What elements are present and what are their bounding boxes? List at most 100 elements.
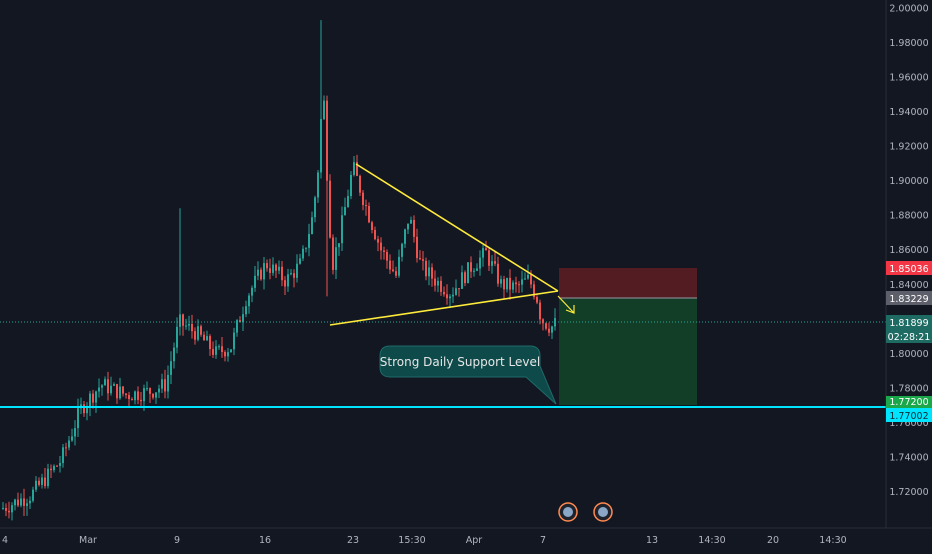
- candle-body: [467, 262, 469, 284]
- candle-body: [56, 465, 58, 467]
- candle-body: [518, 284, 520, 286]
- triangle-upper-trendline[interactable]: [355, 163, 559, 292]
- candle-body: [344, 207, 346, 216]
- candle-body: [551, 326, 553, 333]
- candle-body: [392, 269, 394, 272]
- candle-body: [11, 505, 13, 513]
- take-profit-zone[interactable]: [559, 298, 697, 405]
- candle-body: [323, 100, 325, 120]
- price-tick-label: 1.90000: [889, 176, 928, 187]
- globe-icon: [563, 507, 573, 517]
- candle-body: [296, 263, 298, 278]
- candle-body: [521, 279, 523, 285]
- position-tool[interactable]: [559, 268, 697, 405]
- candle-body: [302, 248, 304, 259]
- candle-body: [359, 175, 361, 193]
- time-tick-label: 16: [259, 535, 271, 546]
- candle-body: [137, 391, 139, 400]
- time-tick-label: 20: [767, 535, 779, 546]
- triangle-lower-trendline[interactable]: [329, 290, 559, 326]
- support-callout[interactable]: Strong Daily Support Level: [379, 345, 557, 405]
- candle-body: [428, 267, 430, 277]
- candle-body: [281, 266, 283, 281]
- candle-body: [371, 222, 373, 230]
- candle-body: [143, 388, 145, 402]
- time-tick-label: 9: [174, 535, 180, 546]
- candle-body: [452, 294, 454, 297]
- candle-body: [305, 247, 307, 249]
- candle-body: [470, 262, 472, 272]
- candle-body: [122, 386, 124, 394]
- candle-body: [284, 280, 286, 287]
- candle-body: [164, 379, 166, 392]
- price-tick-label: 1.78000: [889, 383, 928, 394]
- candle-body: [77, 408, 79, 429]
- earnings-event-icon[interactable]: [558, 502, 578, 522]
- candle-body: [407, 223, 409, 230]
- candle-body: [29, 500, 31, 504]
- bar-countdown-label: 02:28:21: [888, 332, 931, 343]
- candle-body: [455, 288, 457, 295]
- symmetrical-triangle[interactable]: [329, 163, 575, 326]
- candle-body: [23, 498, 25, 506]
- entry-price-badge: [886, 291, 932, 305]
- candle-body: [503, 279, 505, 290]
- candle-body: [476, 268, 478, 271]
- candle-body: [242, 314, 244, 323]
- candle-body: [410, 219, 412, 224]
- candle-body: [62, 447, 64, 464]
- globe-icon: [598, 507, 608, 517]
- candle-body: [95, 391, 97, 403]
- candle-body: [32, 489, 34, 501]
- candle-body: [212, 349, 214, 355]
- breakout-arrow-head: [565, 305, 575, 314]
- candle-body: [257, 269, 259, 276]
- candle-body: [404, 229, 406, 244]
- dividend-event-icon[interactable]: [593, 502, 613, 522]
- candle-body: [227, 352, 229, 357]
- candle-body: [311, 217, 313, 234]
- candle-body: [74, 428, 76, 437]
- candle-body: [185, 325, 187, 327]
- candle-body: [272, 264, 274, 273]
- time-axis[interactable]: 4 Mar 9 16 23 15:30 Apr 7 13 14:30 20 14:30: [0, 527, 932, 546]
- candle-body: [362, 192, 364, 206]
- candle-body: [173, 347, 175, 362]
- stop-loss-zone[interactable]: [559, 268, 697, 298]
- candle-body: [119, 386, 121, 399]
- candle-body: [299, 258, 301, 264]
- candle-body: [86, 406, 88, 414]
- candle-body: [155, 392, 157, 398]
- candle-body: [59, 463, 61, 466]
- candle-body: [104, 379, 106, 386]
- candle-body: [320, 119, 322, 173]
- candle-body: [368, 206, 370, 223]
- candle-body: [176, 326, 178, 348]
- support-upper-label: 1.77200: [889, 397, 928, 408]
- candle-body: [512, 282, 514, 290]
- price-tick-label: 1.96000: [889, 73, 928, 84]
- candle-body: [509, 277, 511, 290]
- candle-body: [413, 219, 415, 237]
- candle-body: [533, 284, 535, 298]
- candle-body: [161, 379, 163, 389]
- candle-body: [200, 326, 202, 335]
- candle-body: [125, 393, 127, 395]
- time-tick-label: 7: [540, 535, 546, 546]
- candle-body: [275, 264, 277, 271]
- candle-body: [53, 465, 55, 471]
- candle-body: [527, 274, 529, 279]
- stop-loss-price-badge: [886, 261, 932, 275]
- candle-body: [89, 393, 91, 407]
- stop-loss-price-label: 1.85036: [889, 264, 928, 275]
- candle-body: [182, 314, 184, 326]
- candle-body: [98, 387, 100, 392]
- candle-body: [449, 296, 451, 299]
- candle-body: [35, 480, 37, 490]
- candle-body: [347, 196, 349, 208]
- candle-body: [458, 288, 460, 290]
- candle-body: [464, 272, 466, 284]
- price-axis[interactable]: 2.00000 1.98000 1.96000 1.94000 1.92000 1.900…: [885, 0, 932, 528]
